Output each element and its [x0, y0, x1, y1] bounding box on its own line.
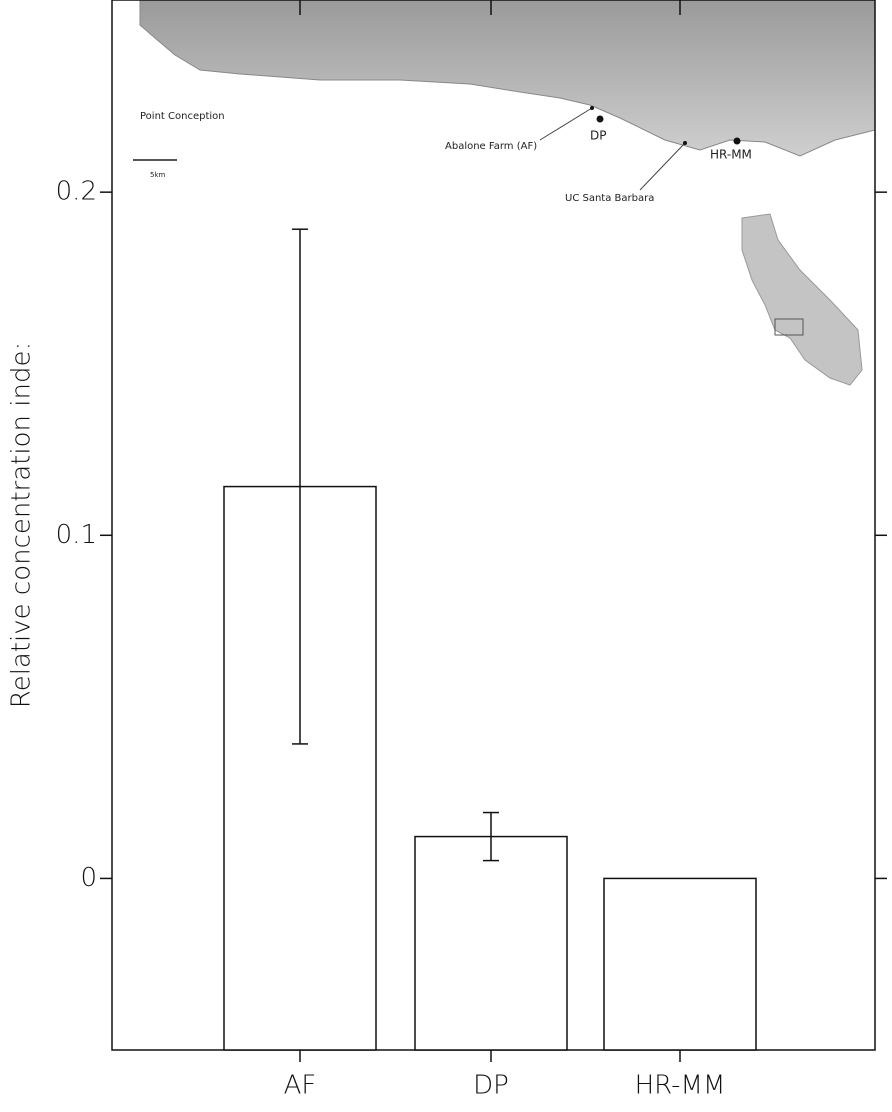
site-dot	[733, 137, 741, 145]
leader-line	[539, 107, 593, 141]
map-label: Abalone Farm (AF)	[445, 141, 537, 152]
x-tick-label: AF	[284, 1071, 317, 1101]
x-tick-label: DP	[473, 1071, 509, 1101]
map-inset: Point Conception 5km Abalone Farm (AF) D…	[133, 0, 876, 386]
y-tick-label: 0.1	[56, 520, 97, 550]
y-axis-label: Relative concentration inde:	[7, 342, 37, 708]
y-tick-label: 0.2	[56, 177, 97, 207]
map-label: UC Santa Barbara	[565, 193, 654, 204]
bar	[414, 835, 568, 1051]
leader-line	[639, 142, 686, 191]
map-label: HR-MM	[710, 148, 752, 162]
map-label: 5km	[150, 171, 166, 179]
map-label: DP	[590, 129, 606, 143]
site-dot	[590, 106, 594, 110]
error-bar	[483, 811, 499, 862]
site-dot	[683, 141, 687, 145]
site-dot	[596, 115, 604, 123]
x-tick-label: HR-MM	[635, 1071, 726, 1101]
bar	[603, 877, 757, 1051]
error-bar	[292, 228, 308, 745]
coastline	[139, 0, 876, 157]
locator-box	[774, 318, 804, 336]
california	[741, 213, 863, 386]
y-tick-label: 0	[80, 863, 97, 893]
map-label: Point Conception	[140, 111, 225, 122]
